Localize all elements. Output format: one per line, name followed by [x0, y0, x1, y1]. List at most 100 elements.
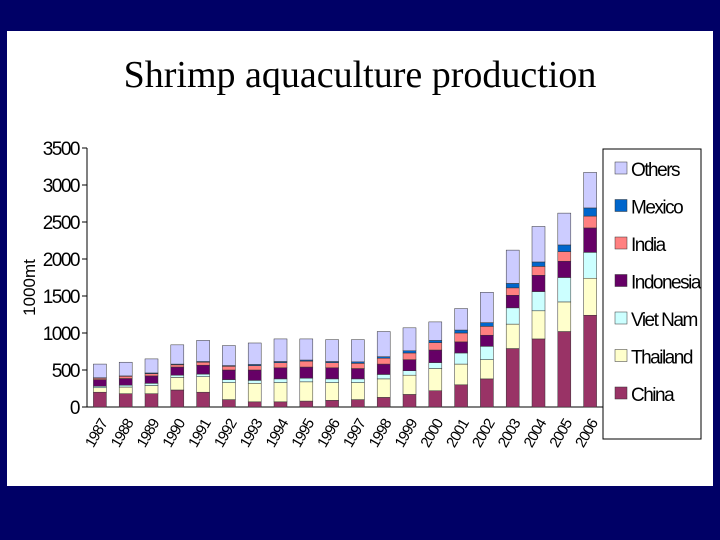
- bar-segment-others: [273, 338, 288, 362]
- bar-segment-china: [93, 391, 107, 408]
- bar-segment-viet-nam: [583, 252, 597, 279]
- bar-segment-viet-nam: [480, 346, 494, 360]
- legend-label: Thailand: [631, 348, 693, 369]
- x-tick-label: 1988: [108, 416, 138, 451]
- bar-segment-others: [247, 342, 262, 365]
- y-tick-label: 0: [70, 398, 80, 419]
- bar-segment-indonesia: [557, 260, 572, 278]
- bar-segment-indonesia: [196, 364, 210, 375]
- x-tick-label: 2005: [546, 416, 576, 451]
- x-tick-label: 1997: [340, 416, 370, 451]
- legend-label: Others: [631, 160, 680, 181]
- bar-segment-thailand: [170, 377, 185, 391]
- x-tick-label: 1994: [263, 416, 293, 451]
- x-tick-label: 2000: [417, 416, 447, 451]
- bar-segment-indonesia: [118, 378, 133, 386]
- bar-segment-others: [480, 292, 494, 323]
- bar-segment-china: [247, 401, 262, 408]
- legend-swatch: [614, 274, 628, 287]
- legend-label: China: [631, 385, 675, 406]
- bar-segment-indonesia: [402, 359, 417, 371]
- bar-segment-others: [93, 363, 107, 379]
- bar-segment-china: [325, 400, 339, 408]
- bar-segment-china: [480, 378, 494, 408]
- bar-segment-india: [144, 373, 159, 377]
- y-tick-label: 1500: [43, 287, 80, 308]
- x-tick-label: 1993: [237, 416, 267, 451]
- bar-segment-others: [351, 339, 365, 363]
- x-tick-label: 2003: [495, 416, 525, 451]
- bar-segment-indonesia: [531, 275, 546, 292]
- bar-segment-viet-nam: [144, 383, 159, 386]
- bar-segment-china: [505, 348, 520, 408]
- bar-segment-others: [144, 358, 159, 374]
- bar-segment-others: [428, 321, 443, 341]
- legend-swatch: [614, 349, 628, 362]
- bar-segment-thailand: [402, 374, 417, 395]
- bar-segment-thailand: [299, 381, 314, 402]
- bar-segment-viet-nam: [196, 373, 210, 377]
- chart: 05001000150020002500300035001000mt198719…: [20, 139, 703, 451]
- bar-segment-others: [222, 345, 236, 366]
- bar-segment-india: [196, 361, 210, 366]
- bar-segment-china: [557, 331, 572, 408]
- bar-segment-india: [376, 357, 391, 365]
- bar-segment-thailand: [351, 382, 365, 400]
- bar-segment-china: [402, 394, 417, 408]
- bar-segment-viet-nam: [273, 378, 288, 383]
- bar-segment-mexico: [454, 329, 468, 334]
- bar-segment-india: [531, 266, 546, 276]
- bar-segment-others: [402, 327, 417, 352]
- bar-segment-mexico: [583, 207, 597, 217]
- bar-segment-indonesia: [144, 375, 159, 384]
- x-tick-label: 2004: [521, 416, 551, 451]
- bar-segment-thailand: [376, 378, 391, 398]
- bar-segment-others: [170, 344, 185, 365]
- bar-segment-indonesia: [480, 334, 494, 347]
- bar-segment-viet-nam: [247, 380, 262, 384]
- bar-segment-india: [299, 360, 314, 368]
- bar-segment-mexico: [531, 261, 546, 267]
- bar-segment-others: [583, 172, 597, 209]
- bar-segment-indonesia: [505, 295, 520, 309]
- legend-label: Mexico: [631, 198, 683, 219]
- legend-swatch: [614, 311, 628, 325]
- bar-segment-thailand: [428, 368, 443, 391]
- slide: Shrimp aquaculture production 0 500 1000 15…: [7, 31, 713, 486]
- y-tick-label: 500: [52, 361, 80, 382]
- bar-segment-viet-nam: [170, 374, 185, 378]
- bar-segment-thailand: [505, 323, 520, 349]
- bar-segment-china: [351, 399, 365, 408]
- bar-segment-mexico: [480, 322, 494, 327]
- bar-segment-mexico: [428, 340, 443, 343]
- bar-segment-viet-nam: [299, 377, 314, 383]
- bar-segment-viet-nam: [222, 379, 236, 383]
- bar-segment-viet-nam: [505, 307, 520, 325]
- legend-label: Indonesia: [631, 273, 702, 294]
- legend-swatch: [614, 161, 628, 175]
- bar-segment-china: [273, 401, 288, 408]
- bar-segment-thailand: [247, 383, 262, 403]
- bar-segment-india: [428, 342, 443, 351]
- bar-segment-indonesia: [247, 369, 262, 381]
- bar-segment-others: [196, 340, 210, 362]
- y-tick-label: 3000: [43, 176, 80, 197]
- bar-segment-india: [273, 362, 288, 369]
- bar-segment-thailand: [93, 387, 107, 393]
- bar-segment-viet-nam: [531, 291, 546, 312]
- bar-segment-thailand: [480, 359, 494, 380]
- bar-segment-indonesia: [325, 367, 339, 380]
- bar-segment-indonesia: [376, 363, 391, 375]
- bar-segment-viet-nam: [376, 374, 391, 380]
- bar-segment-india: [325, 362, 339, 369]
- bar-segment-others: [376, 331, 391, 357]
- bar-segment-china: [118, 393, 133, 408]
- bar-segment-indonesia: [454, 341, 468, 354]
- x-tick-label: 1987: [82, 416, 112, 451]
- legend-label: Viet Nam: [631, 310, 697, 331]
- bar-segment-others: [557, 212, 572, 246]
- bar-segment-thailand: [325, 382, 339, 401]
- bar-segment-viet-nam: [402, 370, 417, 376]
- bar-segment-indonesia: [273, 367, 288, 380]
- bar-segment-thailand: [273, 382, 288, 403]
